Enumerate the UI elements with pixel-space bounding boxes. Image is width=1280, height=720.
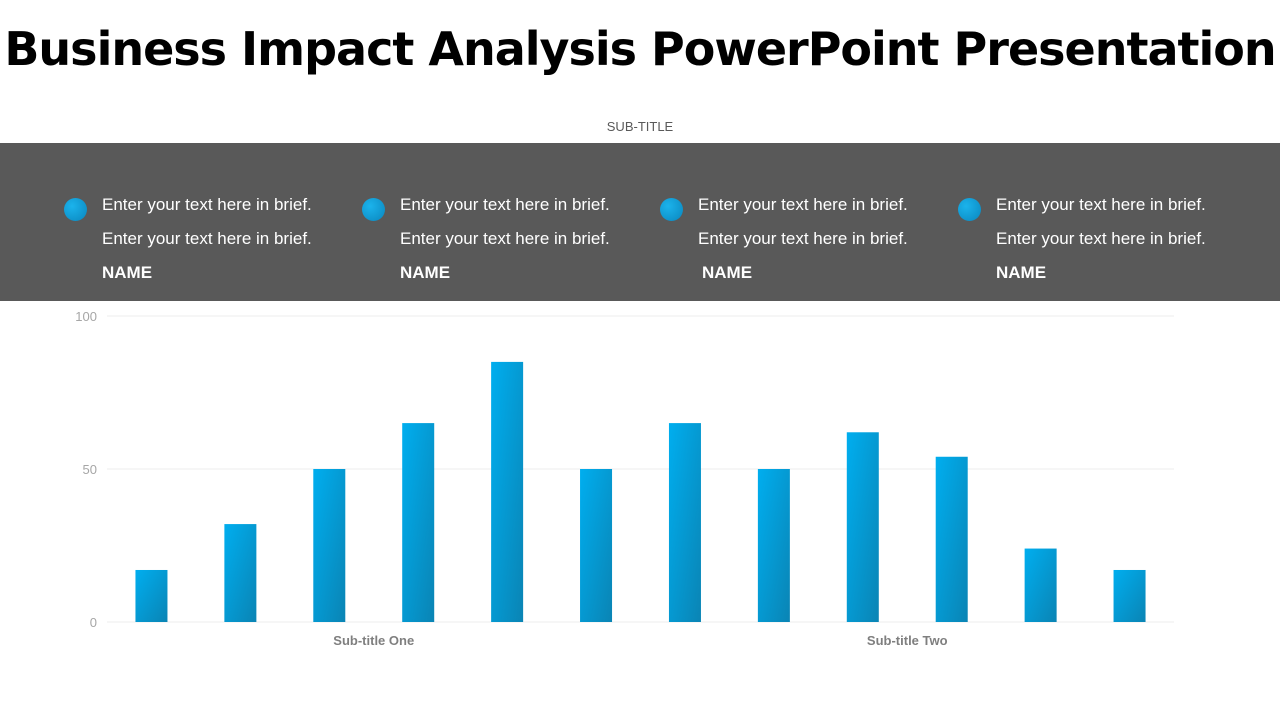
bar — [1113, 569, 1146, 622]
bar — [580, 469, 613, 622]
y-tick-label: 100 — [75, 309, 97, 324]
x-category-label: Sub-title One — [333, 633, 414, 648]
info-band: Enter your text here in brief. Enter your… — [0, 143, 1280, 301]
info-name: NAME — [996, 263, 1047, 282]
bullet-icon — [958, 198, 981, 221]
info-name: NAME — [102, 263, 153, 282]
bullet-icon — [660, 198, 683, 221]
y-tick-label: 50 — [83, 462, 97, 477]
bar — [491, 361, 524, 622]
info-name: NAME — [400, 263, 451, 282]
bar — [224, 524, 257, 622]
info-column: Enter your text here in brief. Enter your… — [958, 195, 1206, 283]
info-text: Enter your text here in brief. — [698, 195, 908, 214]
bar — [757, 469, 790, 622]
y-tick-label: 0 — [90, 615, 97, 630]
bar — [313, 469, 346, 622]
info-text: Enter your text here in brief. — [996, 195, 1206, 214]
x-category-label: Sub-title Two — [867, 633, 948, 648]
bar — [402, 423, 435, 622]
info-text: Enter your text here in brief. — [996, 229, 1206, 248]
bar — [1024, 548, 1057, 622]
slide-subtitle: SUB-TITLE — [606, 119, 674, 134]
bullet-icon — [64, 198, 87, 221]
info-text: Enter your text here in brief. — [400, 229, 610, 248]
slide-title: Business Impact Analysis PowerPoint Pres… — [4, 22, 1276, 76]
info-name: NAME — [702, 263, 753, 282]
info-column: Enter your text here in brief. Enter your… — [64, 195, 312, 283]
info-text: Enter your text here in brief. — [698, 229, 908, 248]
bar — [935, 456, 968, 622]
bar — [135, 569, 168, 622]
bar — [846, 432, 879, 622]
bullet-icon — [362, 198, 385, 221]
info-text: Enter your text here in brief. — [400, 195, 610, 214]
info-column: Enter your text here in brief. Enter your… — [660, 195, 908, 283]
info-column: Enter your text here in brief. Enter your… — [362, 195, 610, 283]
bar — [668, 423, 701, 622]
info-text: Enter your text here in brief. — [102, 195, 312, 214]
info-text: Enter your text here in brief. — [102, 229, 312, 248]
